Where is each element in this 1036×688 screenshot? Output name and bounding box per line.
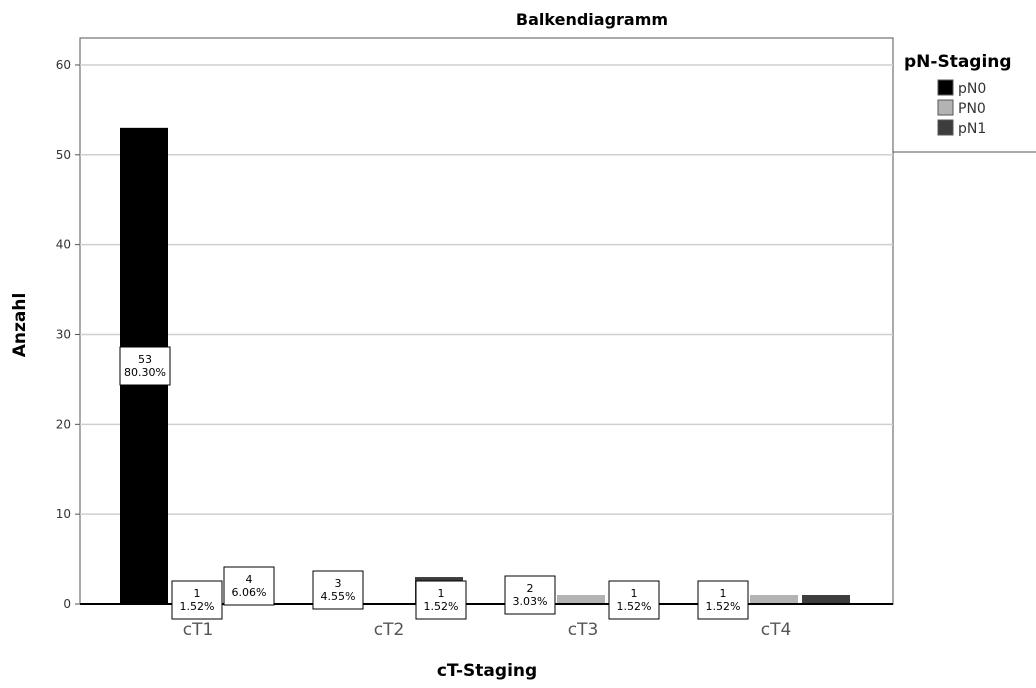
- data-label-count: 3: [335, 577, 342, 590]
- legend-label: PN0: [958, 101, 986, 117]
- legend-label: pN0: [958, 81, 986, 97]
- data-label-percent: 1.52%: [424, 600, 459, 613]
- data-label-count: 1: [720, 587, 727, 600]
- x-tick-label: cT1: [183, 620, 214, 640]
- legend: pN-Staging pN0 PN0 pN1: [893, 52, 1036, 153]
- data-label-percent: 1.52%: [180, 600, 215, 613]
- data-label-count: 1: [438, 587, 445, 600]
- y-tick-label: 50: [56, 148, 71, 162]
- data-label-count: 1: [194, 587, 201, 600]
- data-label-percent: 3.03%: [513, 595, 548, 608]
- data-label-box: [697, 580, 749, 620]
- data-label-percent: 4.55%: [321, 590, 356, 603]
- data-label-percent: 1.52%: [617, 600, 652, 613]
- chart-title: Balkendiagramm: [516, 10, 668, 29]
- x-tick-label: cT4: [761, 620, 792, 640]
- data-label-box: [119, 346, 171, 386]
- y-tick-label: 20: [56, 417, 71, 431]
- bar: [557, 595, 605, 604]
- x-axis-title: cT-Staging: [437, 661, 537, 681]
- data-label-count: 2: [527, 582, 534, 595]
- data-label-count: 1: [631, 587, 638, 600]
- y-axis-title: Anzahl: [10, 293, 30, 358]
- data-label-percent: 6.06%: [232, 586, 267, 599]
- data-label-box: [223, 566, 275, 606]
- bar: [750, 595, 798, 604]
- bar: [802, 595, 850, 604]
- y-tick-label: 30: [56, 327, 71, 341]
- legend-title: pN-Staging: [904, 52, 1012, 72]
- data-label-count: 53: [138, 353, 152, 366]
- legend-label: pN1: [958, 121, 986, 137]
- x-tick-label: cT2: [374, 620, 405, 640]
- legend-swatch: [937, 79, 954, 96]
- plot-frame: [79, 37, 894, 605]
- data-label-box: [415, 580, 467, 620]
- data-label-percent: 1.52%: [706, 600, 741, 613]
- y-tick-label: 0: [63, 597, 71, 611]
- legend-swatch: [937, 99, 954, 116]
- data-label-percent: 80.30%: [124, 366, 166, 379]
- data-label-box: [312, 570, 364, 610]
- y-tick-label: 40: [56, 238, 71, 252]
- y-tick-label: 10: [56, 507, 71, 521]
- legend-swatch: [937, 119, 954, 136]
- data-label-count: 4: [246, 573, 253, 586]
- data-label-box: [171, 580, 223, 620]
- data-label-box: [608, 580, 660, 620]
- x-tick-label: cT3: [568, 620, 599, 640]
- data-label-box: [504, 575, 556, 615]
- y-tick-label: 60: [56, 58, 71, 72]
